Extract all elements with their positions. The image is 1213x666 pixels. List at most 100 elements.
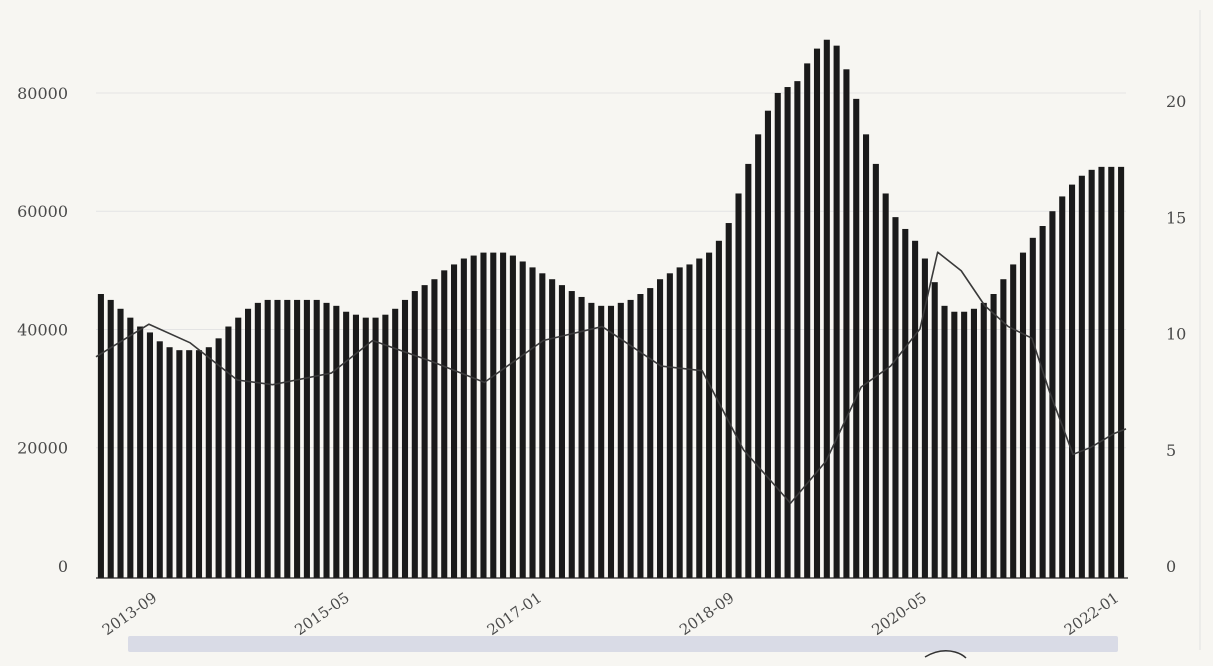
bar	[401, 299, 409, 578]
bar	[588, 302, 595, 578]
bar	[725, 223, 732, 579]
x-tick-label: 2020-05	[869, 589, 930, 640]
bar	[1019, 252, 1027, 578]
y-right-tick-label: 5	[1166, 441, 1176, 460]
bar	[313, 299, 320, 578]
bar	[813, 48, 821, 578]
bar	[362, 317, 369, 578]
bar	[970, 308, 977, 578]
data-zoom-slider[interactable]	[128, 636, 1118, 659]
y-right-tick-label: 20	[1166, 92, 1186, 111]
bar	[529, 267, 536, 578]
bar	[902, 228, 909, 578]
zoom-slider-handle	[924, 650, 967, 659]
bar	[539, 273, 546, 578]
bar	[853, 98, 860, 578]
bar	[784, 87, 791, 578]
bar	[568, 291, 575, 578]
bar	[1049, 211, 1056, 578]
bar	[1039, 226, 1046, 578]
y-right-tick-label: 0	[1166, 557, 1176, 576]
bar	[1059, 196, 1066, 578]
bar	[627, 299, 634, 578]
y-right-tick-label: 15	[1166, 208, 1186, 227]
bar	[460, 258, 467, 578]
bar	[1000, 279, 1007, 578]
bar	[980, 302, 987, 578]
y-left-tick-label: 0	[58, 557, 68, 576]
bar	[235, 317, 242, 578]
bar	[617, 302, 624, 578]
bar	[843, 69, 850, 578]
bar	[872, 163, 879, 579]
bar	[598, 305, 605, 578]
y-left-tick-label: 80000	[17, 84, 68, 103]
x-tick-label: 2013-09	[99, 589, 160, 640]
bar	[990, 294, 997, 578]
bar	[137, 326, 144, 578]
x-tick-label: 2022-01	[1061, 589, 1122, 640]
y-right-tick-label: 10	[1166, 325, 1186, 344]
bar	[882, 193, 889, 578]
bar	[715, 240, 722, 579]
bar	[892, 217, 899, 578]
bar	[1010, 264, 1017, 578]
bar	[755, 134, 762, 578]
bar	[284, 299, 291, 578]
bar	[764, 110, 771, 579]
bar	[519, 261, 526, 578]
bar	[637, 294, 644, 578]
bar	[509, 255, 516, 578]
bar	[657, 279, 664, 578]
bar	[735, 193, 742, 578]
bar-series	[97, 39, 1125, 579]
y-left-tick-label: 40000	[17, 320, 68, 339]
y-left-tick-label: 20000	[17, 439, 68, 458]
bar	[274, 299, 281, 578]
bar	[961, 311, 968, 578]
bar	[921, 258, 928, 578]
bar	[333, 305, 340, 578]
bar	[470, 255, 477, 578]
x-tick-label: 2015-05	[291, 589, 352, 640]
line-series	[95, 251, 1127, 505]
bar	[578, 296, 585, 578]
bar	[804, 63, 811, 579]
bar	[195, 350, 203, 578]
bar	[774, 92, 781, 579]
bar	[421, 285, 428, 578]
zoom-slider-track	[128, 636, 1118, 652]
bar	[1078, 175, 1085, 578]
bar	[1108, 166, 1115, 578]
bar	[392, 308, 399, 578]
bar	[411, 291, 418, 578]
bar	[863, 134, 870, 578]
bar	[215, 338, 222, 578]
bar	[303, 299, 310, 578]
bar	[117, 308, 124, 578]
bar	[696, 258, 703, 578]
bar	[441, 270, 448, 578]
bar	[549, 279, 556, 578]
bar	[264, 299, 271, 578]
line-series-path	[95, 251, 1127, 505]
bar	[97, 294, 104, 578]
bar	[1098, 166, 1105, 578]
bar	[323, 302, 330, 578]
bar	[205, 347, 212, 578]
bar	[127, 317, 134, 578]
bar	[912, 240, 919, 579]
bar	[931, 282, 938, 578]
bar	[823, 39, 830, 578]
bar	[833, 45, 840, 579]
bar	[352, 314, 359, 578]
bar	[490, 252, 497, 578]
bar	[451, 264, 458, 578]
bar	[941, 305, 948, 578]
bar	[951, 311, 958, 578]
bar	[745, 163, 752, 579]
bar	[480, 252, 487, 578]
bar	[647, 288, 654, 578]
